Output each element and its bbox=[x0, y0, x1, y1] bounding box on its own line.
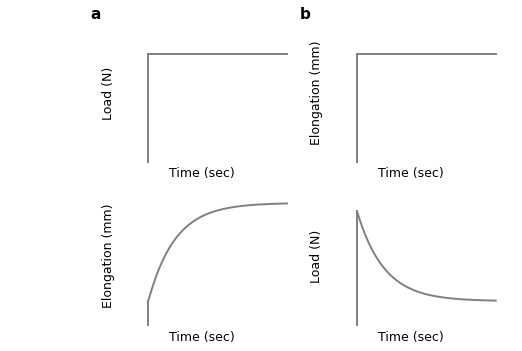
Text: a: a bbox=[91, 7, 101, 22]
X-axis label: Time (sec): Time (sec) bbox=[170, 331, 235, 344]
X-axis label: Time (sec): Time (sec) bbox=[170, 167, 235, 180]
Y-axis label: Elongation (mm): Elongation (mm) bbox=[102, 204, 114, 309]
Y-axis label: Load (N): Load (N) bbox=[311, 230, 323, 283]
Text: b: b bbox=[300, 7, 310, 22]
Y-axis label: Elongation (mm): Elongation (mm) bbox=[311, 41, 323, 145]
X-axis label: Time (sec): Time (sec) bbox=[378, 331, 444, 344]
X-axis label: Time (sec): Time (sec) bbox=[378, 167, 444, 180]
Y-axis label: Load (N): Load (N) bbox=[102, 66, 114, 120]
